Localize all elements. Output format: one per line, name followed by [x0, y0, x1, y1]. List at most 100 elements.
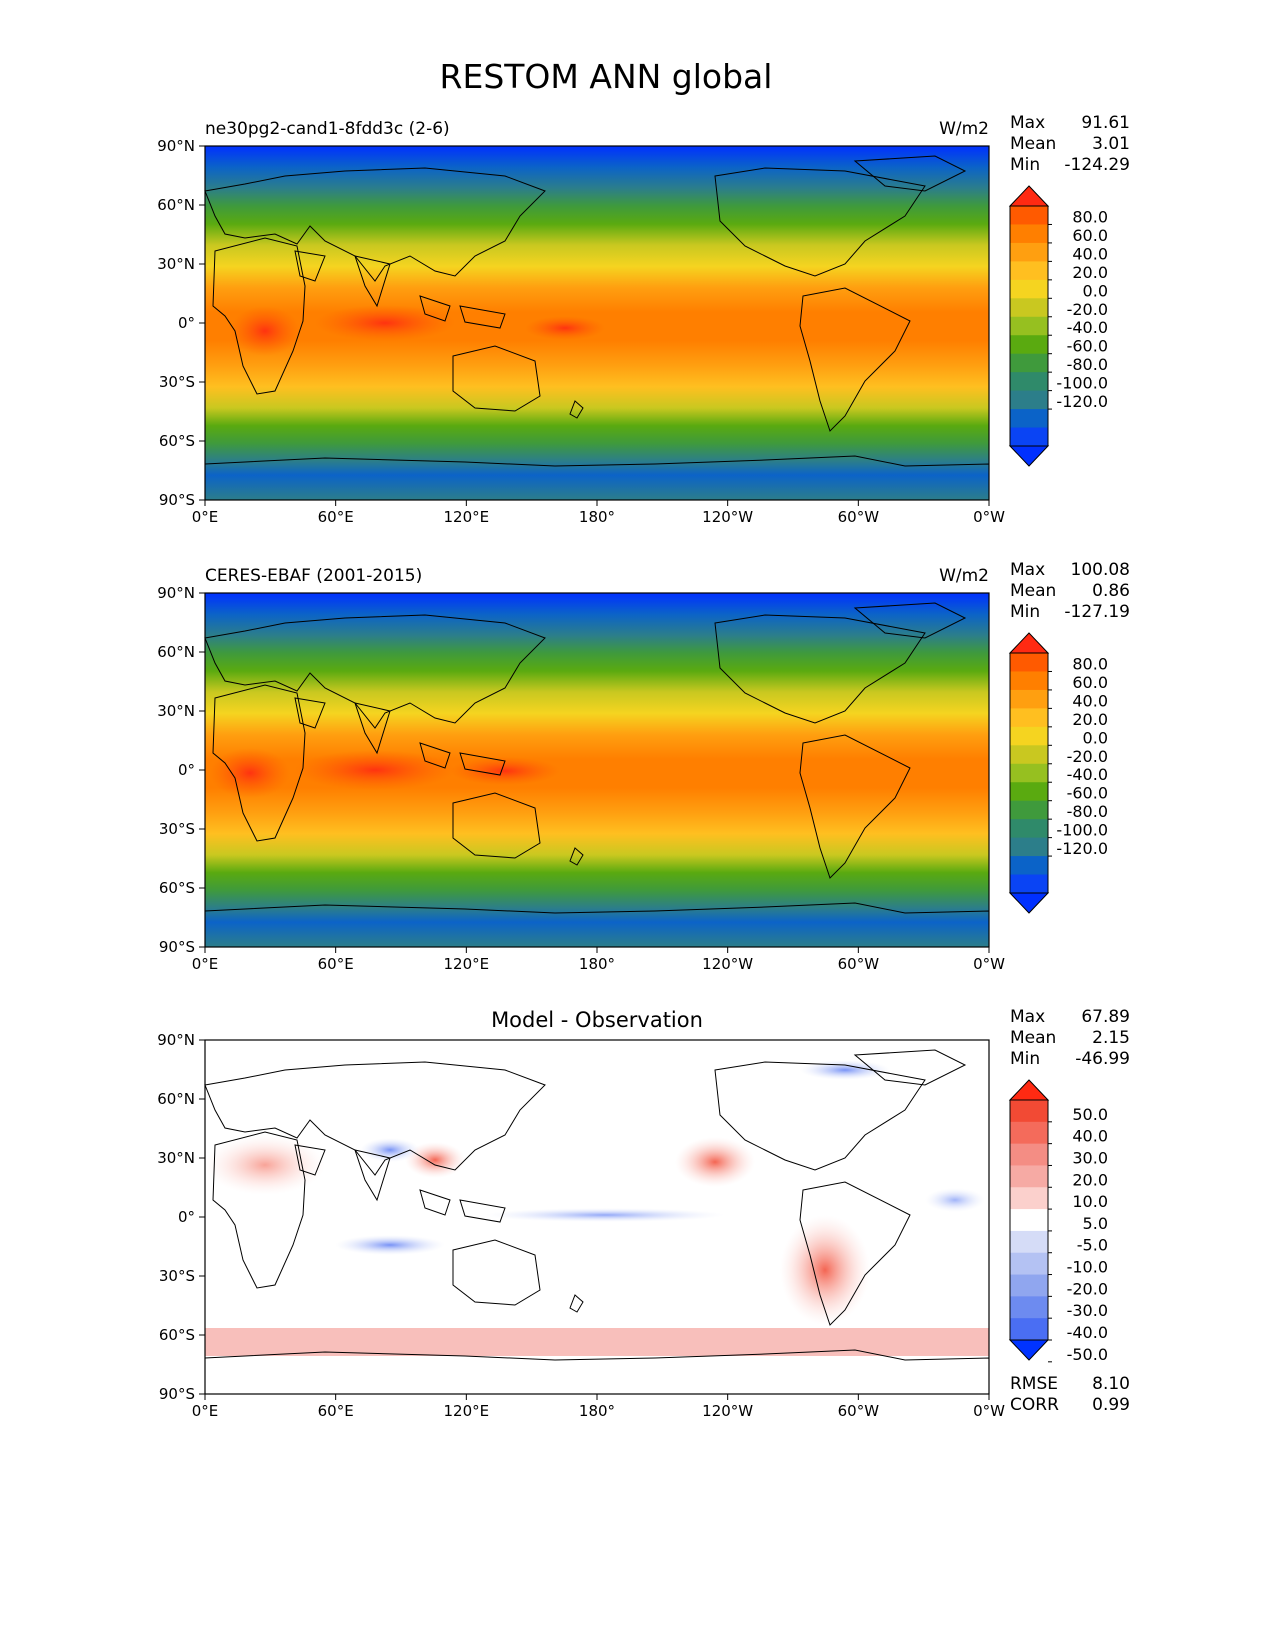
panel-1: ne30pg2-cand1-8fdd3c (2-6) W/m2 0°E 60°E 1…	[157, 113, 1130, 526]
y-tick-label: 30°N	[157, 1149, 195, 1167]
colorbar-label: -60.0	[1067, 784, 1108, 803]
colorbar-label: 40.0	[1072, 1127, 1108, 1146]
panel-1-axes: 0°E 60°E 120°E 180° 120°W 60°W 0°W 90°N 60°N 30°N…	[157, 137, 1005, 526]
colorbar-segment	[1010, 279, 1048, 299]
panel-2-mean-value: 0.86	[1092, 581, 1130, 601]
x-tick-label: 0°W	[973, 955, 1005, 973]
x-tick-label: 120°W	[702, 955, 753, 973]
panel-1-stats: Max 91.61 Mean 3.01 Min -124.29	[1010, 113, 1130, 175]
colorbar-segment	[1010, 1165, 1048, 1188]
panel-3-indian-ocean-blob	[335, 1235, 445, 1255]
x-tick-label: 60°W	[838, 1402, 880, 1420]
colorbar-label: 20.0	[1072, 263, 1108, 282]
colorbar-label: -120.0	[1056, 839, 1108, 858]
colorbar-segment	[1010, 316, 1048, 336]
panel-2-left-title: CERES-EBAF (2001-2015)	[205, 566, 422, 586]
colorbar-segment	[1010, 390, 1048, 410]
panel-1-colorbar: 80.060.040.020.00.0-20.0-40.0-60.0-80.0-…	[1008, 185, 1108, 467]
panel-3-colorbar: 50.0 40.0 30.0 20.0 10.0 5.0 -5.0 -10.0 -20.0 -30…	[1008, 1079, 1108, 1364]
y-tick-label: 30°N	[157, 702, 195, 720]
y-tick-label: 60°N	[157, 1090, 195, 1108]
panel-3-max-label: Max	[1010, 1007, 1045, 1027]
colorbar-label: 20.0	[1072, 1170, 1108, 1189]
x-tick-label: 120°E	[444, 1402, 490, 1420]
colorbar-segment	[1010, 298, 1048, 318]
panel-2-min-value: -127.19	[1064, 602, 1130, 622]
panel-3-min-label: Min	[1010, 1049, 1040, 1069]
colorbar-segment	[1010, 874, 1048, 894]
colorbar-segment	[1010, 800, 1048, 820]
panel-1-mean-label: Mean	[1010, 134, 1056, 154]
y-tick-label: 0°	[178, 314, 195, 332]
colorbar-segment	[1010, 224, 1048, 244]
panel-3-arctic-blob	[800, 1060, 890, 1080]
panel-3-atlantic-blob	[925, 1188, 985, 1212]
colorbar-segment	[1010, 708, 1048, 728]
panel-2-stats: Max 100.08 Mean 0.86 Min -127.19	[1010, 560, 1130, 622]
y-tick-label: 90°S	[159, 938, 195, 956]
x-tick-label: 180°	[579, 508, 615, 526]
panel-2: CERES-EBAF (2001-2015) W/m2 0°E 60°E 120°E…	[157, 560, 1130, 973]
colorbar-label: 50.0	[1072, 1105, 1108, 1124]
colorbar-segment	[1010, 653, 1048, 672]
colorbar-label: -120.0	[1056, 392, 1108, 411]
colorbar-label: -5.0	[1077, 1236, 1108, 1255]
colorbar-label: 40.0	[1072, 691, 1108, 710]
y-tick-label: 30°S	[159, 1267, 195, 1285]
colorbar-label: -80.0	[1067, 355, 1108, 374]
panel-2-pacific-max	[450, 757, 560, 785]
colorbar-frame	[1009, 1099, 1049, 1341]
panel-1-warm-pool	[315, 305, 455, 341]
colorbar-segment	[1010, 1274, 1048, 1297]
colorbar-label: 10.0	[1072, 1192, 1108, 1211]
panel-2-map	[204, 592, 990, 948]
y-tick-label: 90°S	[159, 491, 195, 509]
colorbar-frame	[1009, 652, 1049, 894]
panel-2-africa-max	[210, 748, 290, 798]
colorbar-label: -20.0	[1067, 1279, 1108, 1298]
panel-1-map	[204, 145, 990, 501]
panel-1-africa-max	[230, 306, 300, 356]
colorbar-label: -40.0	[1067, 765, 1108, 784]
y-tick-label: 90°S	[159, 1385, 195, 1403]
colorbar-bottom-extend	[1008, 892, 1050, 914]
x-tick-label: 60°E	[318, 1402, 354, 1420]
colorbar-segment	[1010, 726, 1048, 746]
colorbar-label: 0.0	[1083, 281, 1108, 300]
colorbar-segment	[1010, 1121, 1048, 1145]
colorbar-label: -40.0	[1067, 1323, 1108, 1342]
x-tick-label: 120°W	[702, 508, 753, 526]
panel-3-min-value: -46.99	[1075, 1049, 1130, 1069]
colorbar-segment	[1010, 1296, 1048, 1319]
colorbar-segment	[1010, 335, 1048, 355]
colorbar-label: 60.0	[1072, 226, 1108, 245]
y-tick-label: 60°N	[157, 196, 195, 214]
colorbar-label: -10.0	[1067, 1258, 1108, 1277]
colorbar-bottom-extend	[1008, 1339, 1050, 1361]
x-tick-label: 0°W	[973, 1402, 1005, 1420]
colorbar-segment	[1010, 427, 1048, 447]
panel-2-axes: 0°E 60°E 120°E 180° 120°W 60°W 0°W 90°N 60°N 30°N…	[157, 584, 1005, 973]
panel-3-mean-value: 2.15	[1092, 1028, 1130, 1048]
colorbar-label: -20.0	[1067, 300, 1108, 319]
colorbar-label: -40.0	[1067, 318, 1108, 337]
y-tick-label: 60°N	[157, 643, 195, 661]
panel-3-rmse-value: 8.10	[1092, 1374, 1130, 1394]
panel-3-africa-blob	[205, 1135, 325, 1195]
colorbar-segment	[1010, 1230, 1048, 1254]
x-tick-label: 60°E	[318, 955, 354, 973]
colorbar-segment	[1010, 353, 1048, 373]
colorbar-segment	[1010, 1209, 1048, 1232]
y-tick-label: 30°N	[157, 255, 195, 273]
panel-3-axes: 0°E 60°E 120°E 180° 120°W 60°W 0°W 90°N 60°N 30°N…	[157, 1031, 1005, 1420]
panel-3-ne-pacific-blob	[675, 1137, 755, 1187]
panel-3-center-title: Model - Observation	[491, 1008, 703, 1032]
panel-3: Model - Observation 0°E 60°E 120°E 180° 120°…	[157, 1007, 1130, 1420]
x-tick-label: 0°E	[192, 508, 219, 526]
x-tick-label: 60°W	[838, 955, 880, 973]
y-tick-label: 30°S	[159, 373, 195, 391]
colorbar-label: -100.0	[1056, 374, 1108, 393]
panel-3-stats: Max 67.89 Mean 2.15 Min -46.99 RMSE 8.10…	[1010, 1007, 1130, 1415]
panel-3-south-america-blob	[780, 1215, 870, 1325]
colorbar-segment	[1010, 261, 1048, 281]
